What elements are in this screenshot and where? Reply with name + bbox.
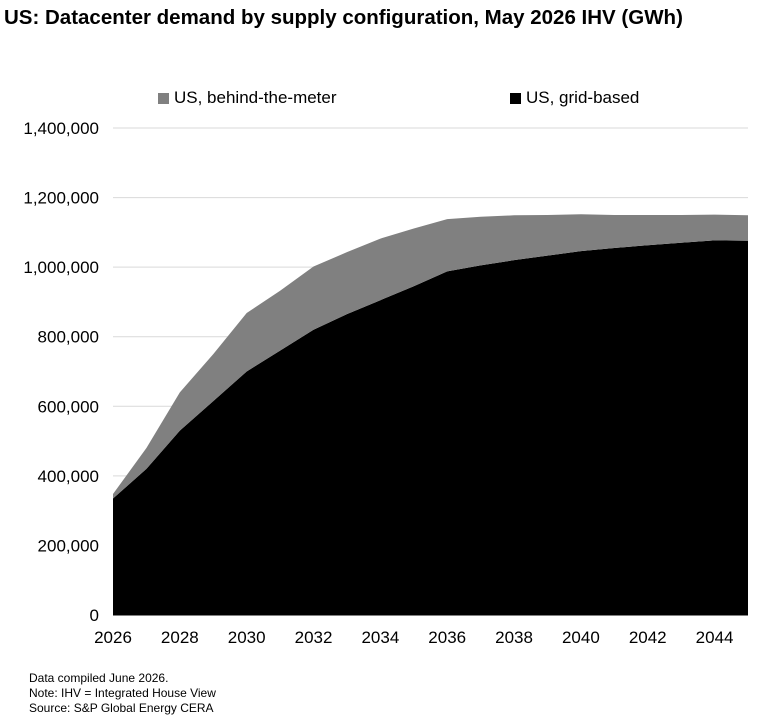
legend-item-behind-the-meter: US, behind-the-meter: [158, 88, 337, 108]
x-tick-label: 2034: [361, 628, 399, 647]
chart-title: US: Datacenter demand by supply configur…: [4, 6, 683, 29]
x-tick-label: 2030: [228, 628, 266, 647]
y-tick-label: 200,000: [38, 536, 99, 555]
note-source: Source: S&P Global Energy CERA: [29, 701, 214, 715]
legend-label-behind-the-meter: US, behind-the-meter: [174, 88, 337, 107]
legend-swatch-behind-the-meter: [158, 92, 169, 104]
y-tick-label: 1,000,000: [23, 258, 99, 277]
y-tick-label: 0: [90, 606, 99, 625]
chart-notes: Data compiled June 2026. Note: IHV = Int…: [29, 671, 216, 716]
area-us-behind-the-meter: [113, 214, 748, 499]
axes: 0 200,000 400,000 600,000 800,000 1,000,000 1,…: [23, 119, 748, 647]
y-tick-label: 400,000: [38, 467, 99, 486]
x-tick-label: 2028: [161, 628, 199, 647]
x-tick-label: 2032: [295, 628, 333, 647]
x-tick-label: 2044: [696, 628, 734, 647]
y-tick-label: 1,400,000: [23, 119, 99, 138]
legend-swatch-grid-based: [510, 92, 521, 104]
area-series: [113, 214, 748, 616]
x-tick-label: 2042: [629, 628, 667, 647]
x-tick-label: 2026: [94, 628, 132, 647]
area-us-grid-based: [113, 240, 748, 616]
y-tick-label: 600,000: [38, 397, 99, 416]
x-tick-label: 2036: [428, 628, 466, 647]
y-tick-label: 1,200,000: [23, 189, 99, 208]
x-tick-label: 2040: [562, 628, 600, 647]
chart-plot: 0 200,000 400,000 600,000 800,000 1,000,000 1,…: [23, 119, 748, 647]
legend-item-grid-based: US, grid-based: [510, 88, 639, 108]
x-tick-label: 2038: [495, 628, 533, 647]
note-ihv: Note: IHV = Integrated House View: [29, 686, 216, 700]
note-compiled: Data compiled June 2026.: [29, 671, 169, 685]
y-tick-label: 800,000: [38, 328, 99, 347]
legend-label-grid-based: US, grid-based: [526, 88, 640, 107]
